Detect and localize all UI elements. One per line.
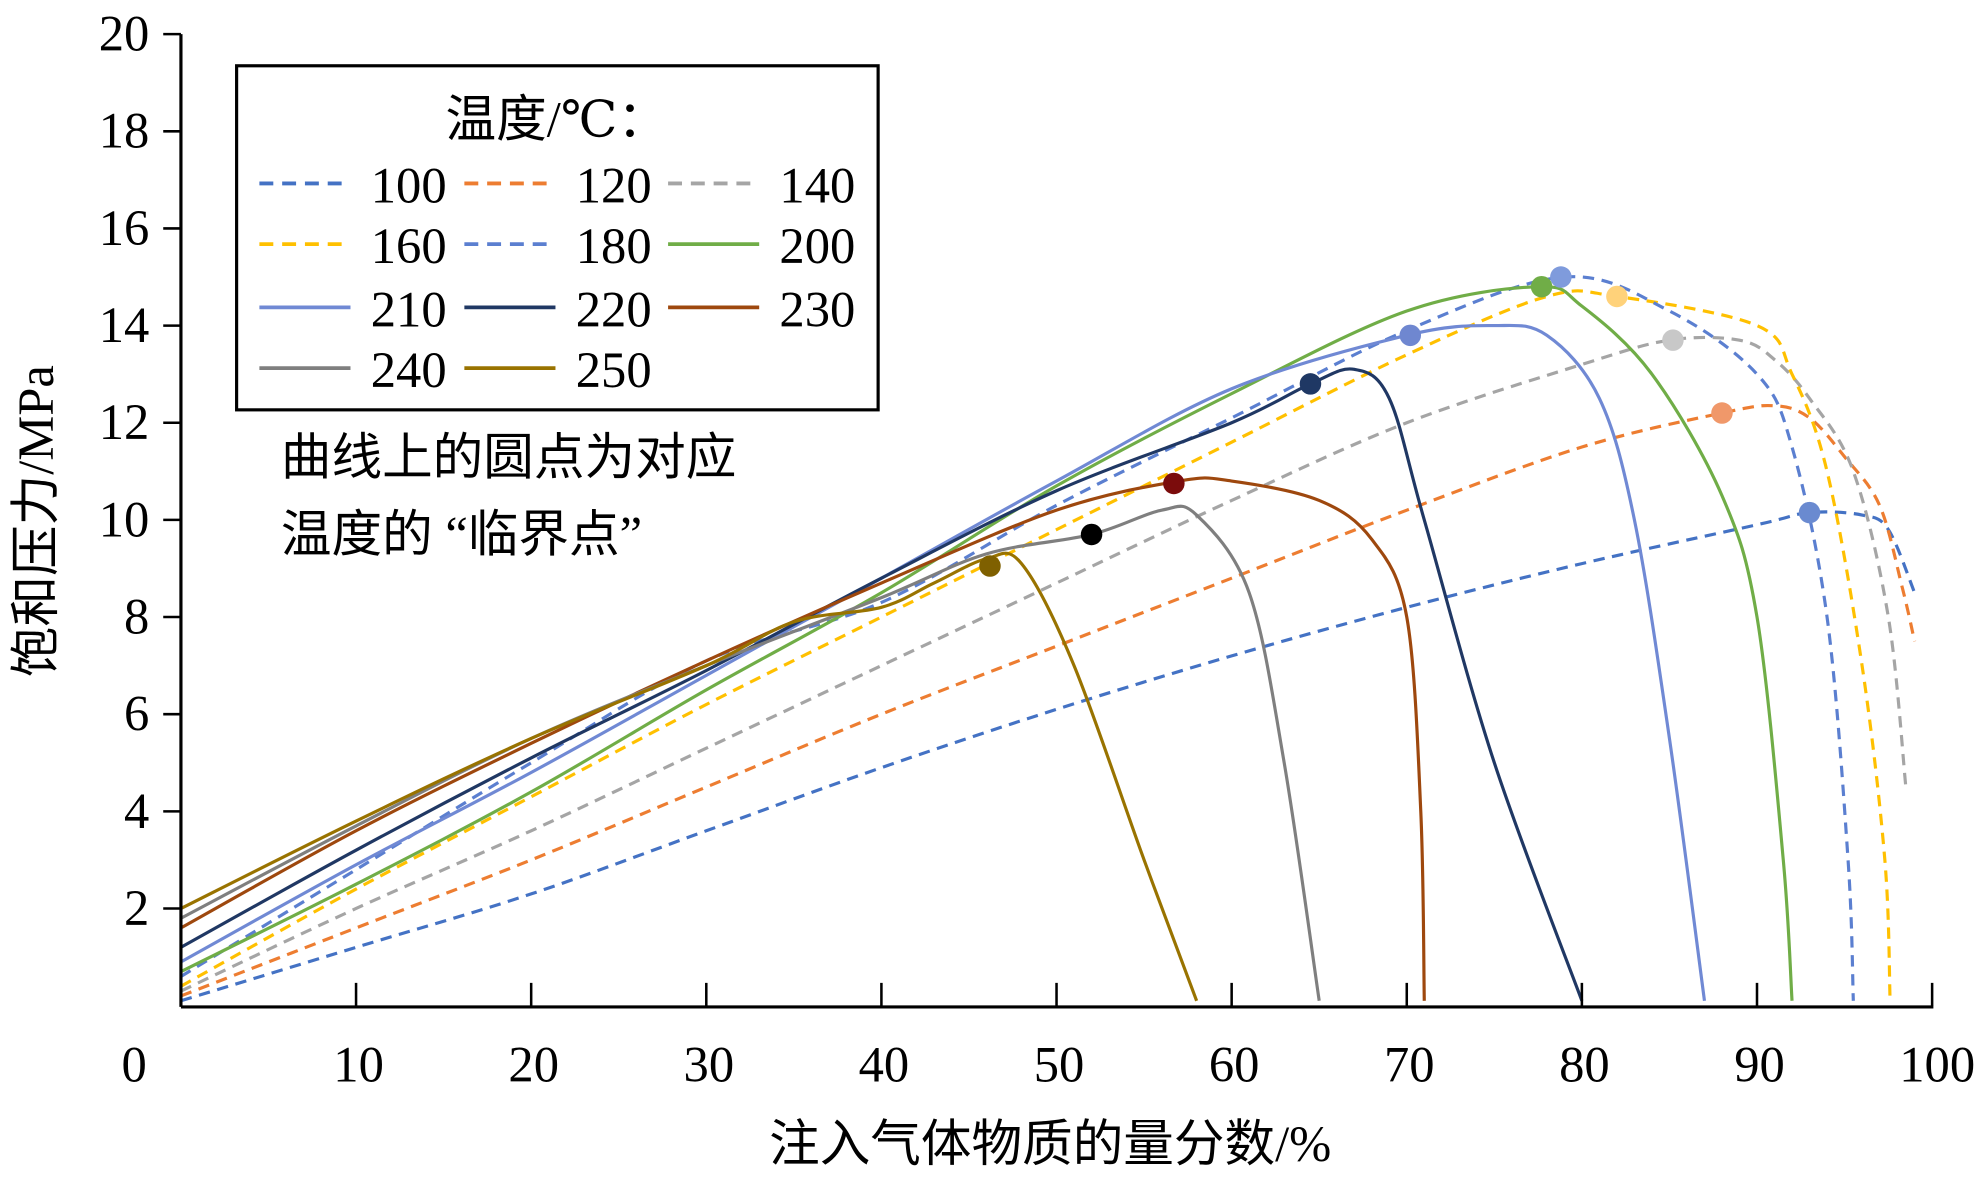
- y-tick-label: 0: [121, 1037, 146, 1093]
- x-tick-label: 100: [1899, 1037, 1975, 1093]
- y-tick-label: 14: [99, 297, 150, 353]
- series-line-220: [180, 367, 1584, 1002]
- y-tick-label: 20: [99, 6, 150, 62]
- critical-points: [979, 266, 1821, 577]
- y-tick-label: 6: [124, 686, 149, 742]
- x-tick-label: 80: [1559, 1037, 1610, 1093]
- legend-item-220: 220: [464, 281, 652, 337]
- series-line-120: [180, 403, 1917, 998]
- legend-label: 220: [576, 281, 652, 337]
- x-tick-label: 40: [859, 1037, 910, 1093]
- y-tick-label: 18: [99, 103, 150, 159]
- legend-item-100: 100: [259, 157, 447, 213]
- legend-item-210: 210: [259, 281, 447, 337]
- series-line-250: [180, 551, 1199, 1002]
- y-tick-label: 16: [99, 200, 150, 256]
- legend-label: 230: [779, 281, 855, 337]
- series-line-210: [180, 323, 1707, 1001]
- legend-item-160: 160: [259, 218, 447, 274]
- series-line-100: [180, 510, 1917, 1003]
- critical-point-250: [979, 555, 1001, 577]
- legend-label: 160: [371, 218, 447, 274]
- critical-point-210: [1399, 324, 1422, 347]
- legend-label: 100: [371, 157, 447, 213]
- legend-label: 240: [371, 342, 447, 398]
- series-line-180: [180, 275, 1855, 1001]
- legend-item-240: 240: [259, 342, 447, 398]
- legend: 温度/℃： 100 120 140 160 180 200 210 220 230 240 250: [235, 64, 880, 412]
- critical-point-240: [1080, 523, 1103, 546]
- x-tick-label: 60: [1209, 1037, 1260, 1093]
- series-line-140: [180, 335, 1908, 993]
- critical-point-230: [1163, 472, 1185, 495]
- legend-label: 120: [576, 157, 652, 213]
- annotation-line-2: 温度的 “临界点”: [281, 507, 642, 563]
- series-lines: [180, 275, 1917, 1003]
- critical-point-140: [1662, 329, 1684, 351]
- legend-box: [235, 64, 880, 412]
- y-tick-label: 2: [124, 880, 149, 936]
- x-tick-label: 20: [508, 1037, 559, 1093]
- y-tick-label: 12: [99, 394, 150, 450]
- legend-item-200: 200: [668, 218, 855, 274]
- critical-point-220: [1299, 373, 1322, 395]
- legend-item-140: 140: [668, 157, 855, 213]
- x-tick-label: 70: [1384, 1037, 1435, 1093]
- critical-point-100: [1798, 501, 1821, 524]
- x-axis-label: 注入气体物质的量分数/%: [769, 1116, 1331, 1172]
- legend-item-250: 250: [464, 342, 652, 398]
- critical-point-180: [1550, 266, 1572, 288]
- y-tick-label: 10: [99, 491, 150, 547]
- legend-item-120: 120: [464, 157, 652, 213]
- x-tick-label: 90: [1734, 1037, 1785, 1093]
- critical-point-160: [1606, 285, 1628, 308]
- legend-label: 250: [576, 342, 652, 398]
- annotation-line-1: 曲线上的圆点为对应: [281, 429, 736, 485]
- legend-item-230: 230: [668, 281, 855, 337]
- legend-item-180: 180: [464, 218, 652, 274]
- legend-label: 200: [779, 218, 855, 274]
- y-tick-label: 4: [124, 783, 149, 839]
- series-line-200: [180, 285, 1794, 1001]
- series-line-160: [180, 289, 1892, 1001]
- legend-title: 温度/℃：: [446, 92, 668, 148]
- legend-label: 180: [576, 218, 652, 274]
- x-tick-label: 30: [684, 1037, 735, 1093]
- y-axis-label: 饱和压力/MPa: [8, 365, 64, 677]
- critical-point-200: [1530, 275, 1553, 298]
- series-line-230: [180, 476, 1426, 1001]
- legend-label: 210: [371, 281, 447, 337]
- critical-point-120: [1711, 402, 1733, 424]
- y-tick-label: 8: [124, 588, 149, 644]
- x-tick-label: 50: [1034, 1037, 1085, 1093]
- x-tick-label: 10: [333, 1037, 384, 1093]
- legend-label: 140: [779, 157, 855, 213]
- series-line-240: [180, 504, 1321, 1002]
